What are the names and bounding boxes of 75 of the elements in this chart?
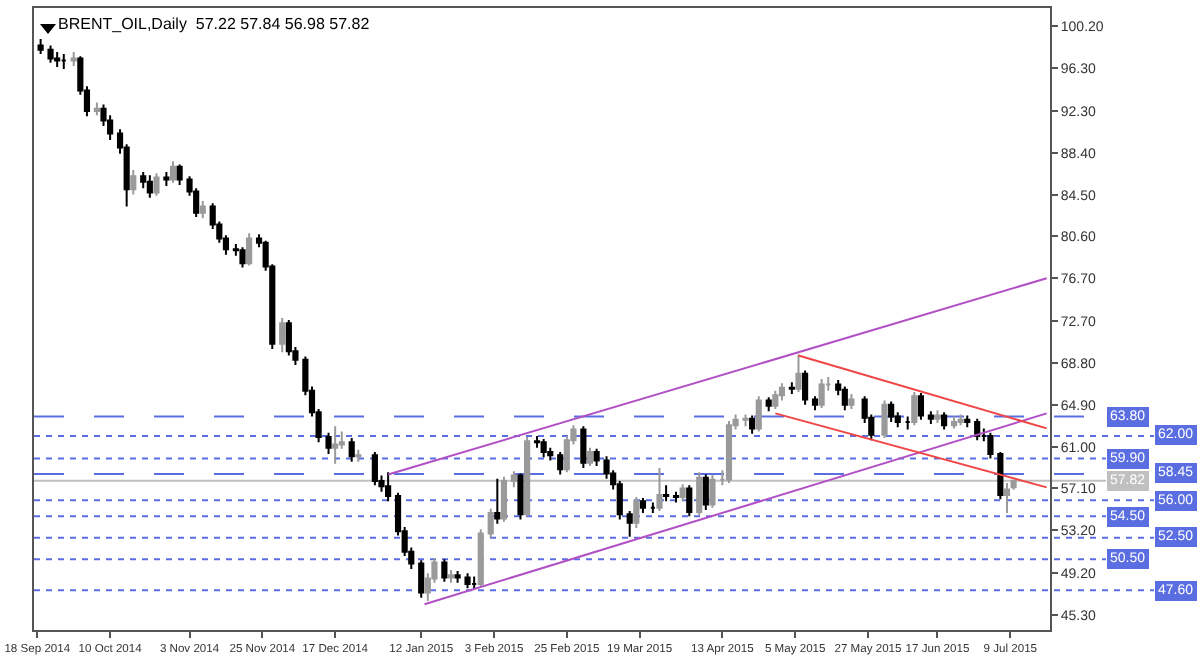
candlestick — [447, 568, 455, 584]
candlestick — [941, 411, 948, 431]
candlestick — [285, 319, 292, 357]
candlestick — [163, 171, 170, 188]
candlestick — [130, 168, 137, 196]
candlestick — [140, 171, 147, 190]
candlestick — [371, 450, 378, 487]
candlestick — [153, 172, 160, 197]
candlestick — [471, 575, 478, 591]
candlestick — [279, 316, 286, 354]
candlestick — [540, 438, 547, 459]
candlestick — [672, 490, 680, 504]
candlestick — [649, 501, 656, 515]
candlestick — [888, 400, 895, 423]
candlestick — [639, 497, 647, 515]
candlestick — [802, 369, 809, 406]
candlestick — [54, 50, 61, 68]
candlestick — [385, 471, 392, 503]
candlestick — [332, 425, 339, 465]
candlestick — [547, 446, 554, 462]
candlestick — [1003, 482, 1011, 515]
candlestick — [418, 559, 425, 599]
candlestick — [348, 437, 355, 463]
candlestick — [199, 200, 206, 220]
candlestick — [950, 415, 958, 430]
candlestick — [239, 246, 246, 269]
candlestick — [633, 496, 640, 530]
candlestick — [510, 470, 517, 489]
candlestick — [911, 390, 918, 427]
candlestick — [818, 378, 825, 410]
candlestick — [524, 435, 531, 518]
candlestick — [477, 528, 484, 588]
candlestick — [586, 446, 594, 467]
candlestick — [533, 434, 541, 449]
candlestick — [686, 484, 693, 518]
candlestick — [494, 477, 501, 525]
candlestick — [146, 174, 153, 199]
candlestick — [765, 396, 772, 413]
candlestick — [964, 414, 971, 429]
candlestick — [755, 395, 762, 433]
candlestick — [917, 392, 925, 421]
candlestick — [927, 410, 934, 426]
candlestick — [580, 425, 587, 470]
candlestick — [725, 419, 733, 485]
candlestick — [749, 414, 756, 435]
candlestick — [841, 385, 848, 412]
candlestick — [441, 558, 448, 583]
text: BRENT_OIL,Daily 57.22 57.84 56.98 57.82 — [58, 15, 371, 34]
candlestick — [934, 409, 941, 425]
candlestick — [246, 232, 253, 267]
candlestick — [656, 467, 663, 512]
candlestick — [778, 382, 786, 402]
candlestick — [663, 484, 670, 503]
candlestick — [772, 389, 779, 411]
candlestick — [696, 471, 703, 517]
candlestick — [93, 101, 100, 117]
candlestick — [487, 507, 494, 539]
candlestick — [60, 53, 67, 71]
candlestick — [811, 395, 819, 412]
candlestick — [702, 473, 709, 511]
candlestick — [70, 50, 77, 67]
candlestick — [557, 450, 564, 476]
candlestick — [679, 483, 686, 503]
candlestick — [500, 475, 508, 523]
candlestick — [626, 509, 633, 538]
candlestick — [517, 472, 524, 521]
candlestick — [848, 393, 855, 411]
candlestick — [788, 381, 795, 396]
candlestick — [169, 160, 177, 184]
candlestick — [957, 413, 964, 427]
candlestick — [709, 473, 716, 509]
candlestick — [881, 399, 888, 440]
candlestick — [904, 415, 911, 431]
candlestick — [795, 353, 802, 393]
candlestick — [355, 448, 362, 463]
